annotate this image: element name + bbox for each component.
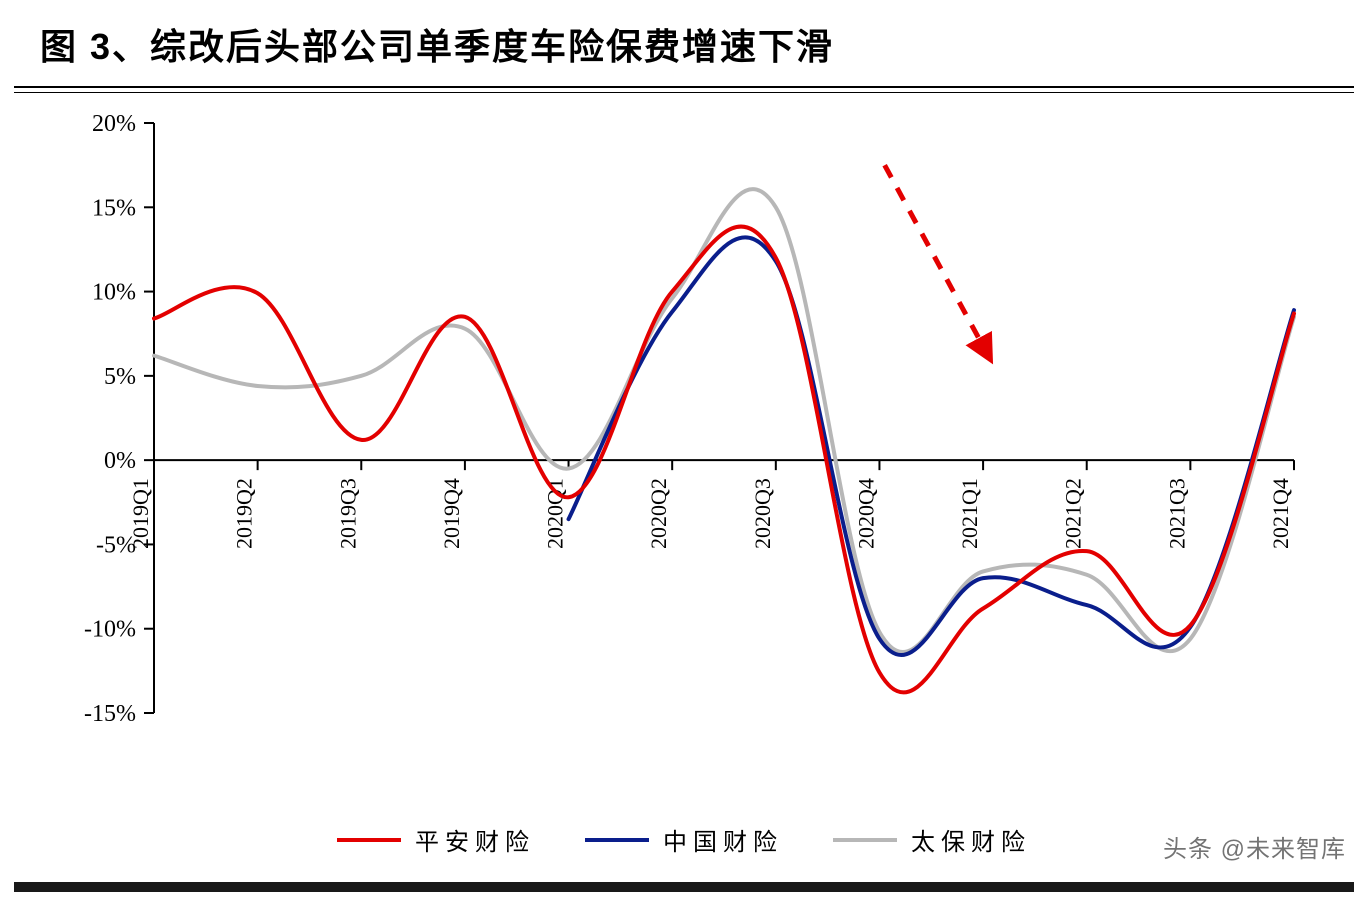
series-zhongguo [569, 237, 1294, 655]
y-tick-label: 0% [104, 448, 136, 474]
x-tick-label: 2019Q2 [232, 478, 257, 549]
chart-title: 图 3、综改后头部公司单季度车险保费增速下滑 [40, 26, 834, 67]
chart-figure: 图 3、综改后头部公司单季度车险保费增速下滑 -15%-10%-5%0%5%10… [0, 0, 1368, 898]
x-tick-label: 2019Q1 [128, 478, 153, 549]
legend-label: 太保财险 [911, 822, 1031, 857]
x-tick-label: 2021Q3 [1164, 478, 1189, 549]
x-tick-label: 2019Q3 [335, 478, 360, 549]
y-tick-label: -10% [84, 617, 136, 643]
bottom-rule [14, 882, 1354, 892]
line-chart-svg: -15%-10%-5%0%5%10%15%20%2019Q12019Q22019… [34, 103, 1334, 803]
x-tick-label: 2019Q4 [439, 478, 464, 549]
y-tick-label: 15% [92, 195, 136, 221]
legend-label: 平安财险 [415, 822, 535, 857]
legend-swatch [833, 838, 897, 842]
legend-item: 中国财险 [585, 822, 783, 857]
y-tick-label: -15% [84, 701, 136, 727]
legend-item: 太保财险 [833, 822, 1031, 857]
trend-arrow [885, 165, 989, 355]
legend-item: 平安财险 [337, 822, 535, 857]
x-tick-label: 2020Q3 [750, 478, 775, 549]
title-rule-thick [14, 86, 1354, 88]
legend-swatch [585, 838, 649, 842]
title-rule-thin [14, 92, 1354, 93]
watermark: 头条 @未来智库 [1163, 829, 1346, 864]
y-tick-label: 20% [92, 111, 136, 137]
title-wrap: 图 3、综改后头部公司单季度车险保费增速下滑 [0, 0, 1368, 80]
x-tick-label: 2021Q1 [957, 478, 982, 549]
x-tick-label: 2021Q2 [1061, 478, 1086, 549]
x-tick-label: 2021Q4 [1268, 478, 1293, 549]
legend-label: 中国财险 [663, 822, 783, 857]
x-tick-label: 2020Q4 [853, 478, 878, 549]
x-tick-label: 2020Q2 [646, 478, 671, 549]
y-tick-label: 10% [92, 280, 136, 306]
chart-area: -15%-10%-5%0%5%10%15%20%2019Q12019Q22019… [34, 103, 1334, 803]
legend-swatch [337, 838, 401, 842]
y-tick-label: 5% [104, 364, 136, 390]
